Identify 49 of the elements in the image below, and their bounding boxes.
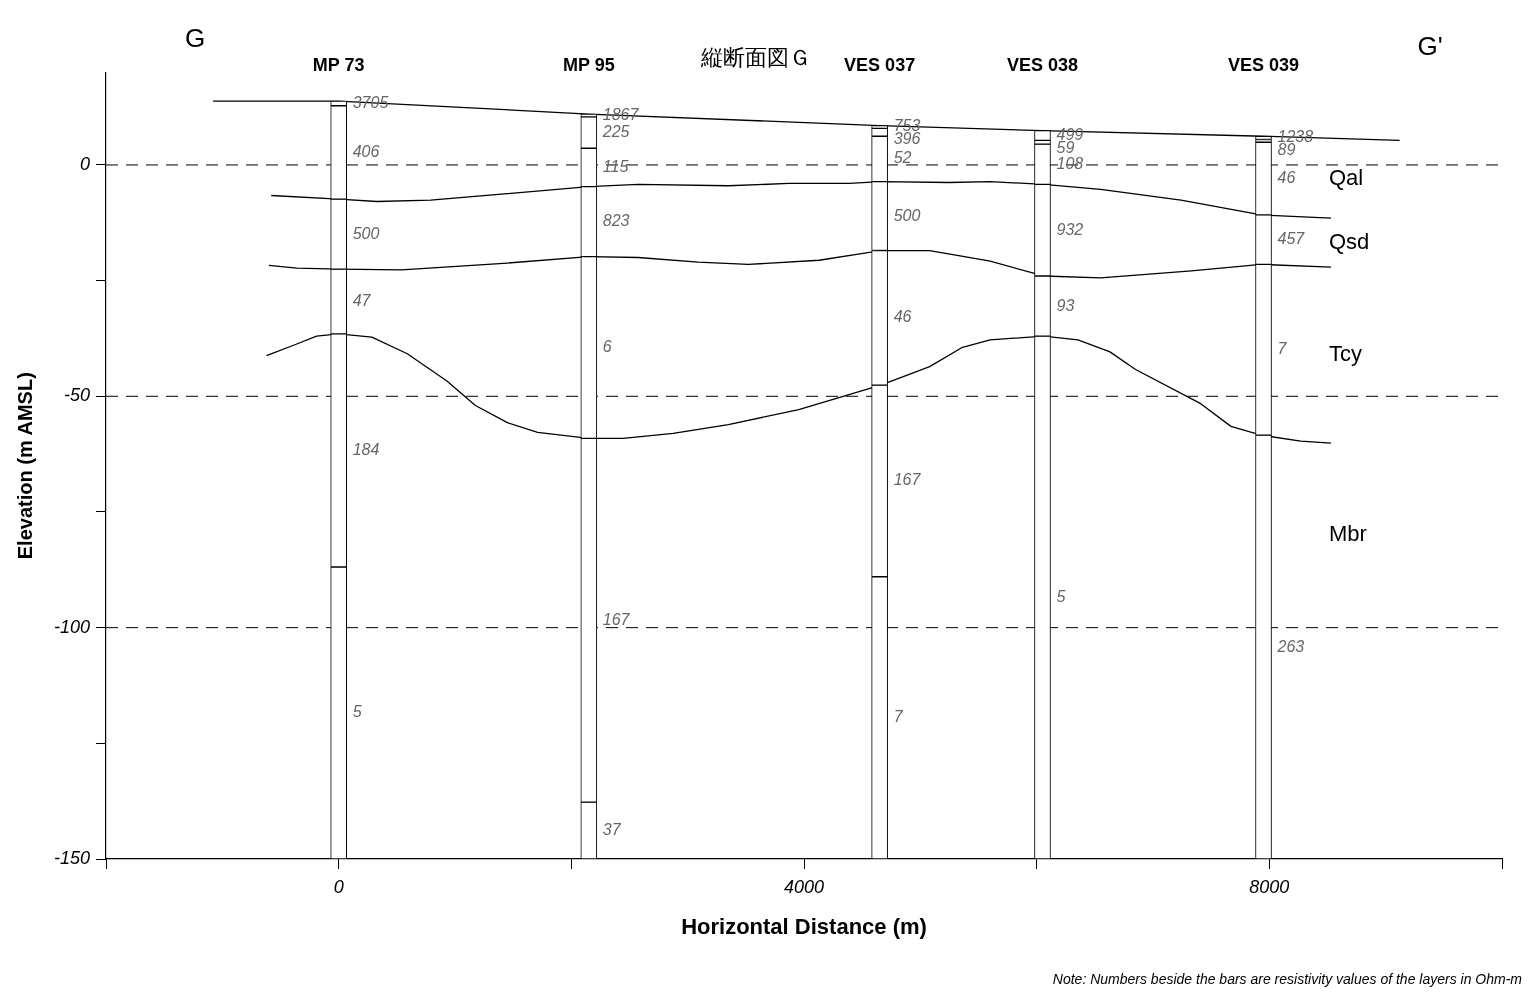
annotation: 46 [1277, 169, 1296, 187]
x-tick-label: 0 [333, 876, 344, 897]
annotation: 5 [1056, 588, 1066, 606]
annotation: 7 [893, 708, 904, 726]
annotation: 932 [1056, 220, 1084, 238]
x-axis-title: Horizontal Distance (m) [681, 913, 927, 939]
annotation: 52 [893, 149, 912, 167]
annotation: 500 [352, 224, 380, 242]
annotation: 5 [352, 703, 362, 721]
annotation: 263 [1276, 637, 1305, 655]
annotation: Qsd [1328, 228, 1370, 254]
annotation: 167 [893, 471, 922, 489]
annotation: 396 [893, 130, 921, 148]
annotation: Qal [1328, 165, 1364, 191]
annotation: 37 [602, 821, 622, 838]
annotation: 7 [1277, 340, 1288, 358]
annotation: 500 [893, 206, 921, 224]
annotation: 184 [352, 440, 380, 458]
y-tick-label: -50 [64, 385, 91, 406]
annotation: 115 [602, 157, 629, 175]
annotation: VES 037 [844, 55, 916, 76]
annotation: 46 [893, 308, 912, 326]
y-tick-label: 0 [80, 153, 91, 174]
annotation: 457 [1277, 230, 1306, 248]
annotation: 108 [1056, 154, 1084, 172]
annotation: 93 [1056, 296, 1075, 314]
y-axis-title: Elevation (m AMSL) [13, 372, 36, 560]
annotation: 406 [352, 142, 380, 160]
annotation: MP 73 [312, 55, 365, 76]
x-tick-label: 8000 [1249, 876, 1290, 897]
annotation: 823 [602, 212, 630, 230]
annotation: 167 [602, 610, 631, 628]
text: G [184, 23, 206, 54]
x-tick-label: 4000 [783, 876, 825, 897]
text: Note: Numbers beside the bars are resistivity values of the layers in Ohm-m [1052, 970, 1523, 987]
annotation: 47 [352, 291, 372, 309]
annotation: Mbr [1328, 521, 1367, 547]
annotation: VES 038 [1006, 55, 1079, 76]
y-tick-label: -150 [54, 848, 91, 868]
annotation: 59 [1056, 139, 1075, 157]
y-tick-label: -100 [54, 616, 91, 637]
annotation: VES 039 [1227, 55, 1300, 76]
text: G' [1417, 31, 1443, 62]
annotation: 89 [1277, 141, 1296, 159]
annotation: 6 [602, 337, 612, 355]
annotation: 225 [601, 123, 630, 140]
chart-title: 縦断面図Ｇ [700, 44, 811, 70]
annotation: MP 95 [562, 55, 615, 76]
annotation: Tcy [1328, 341, 1362, 367]
